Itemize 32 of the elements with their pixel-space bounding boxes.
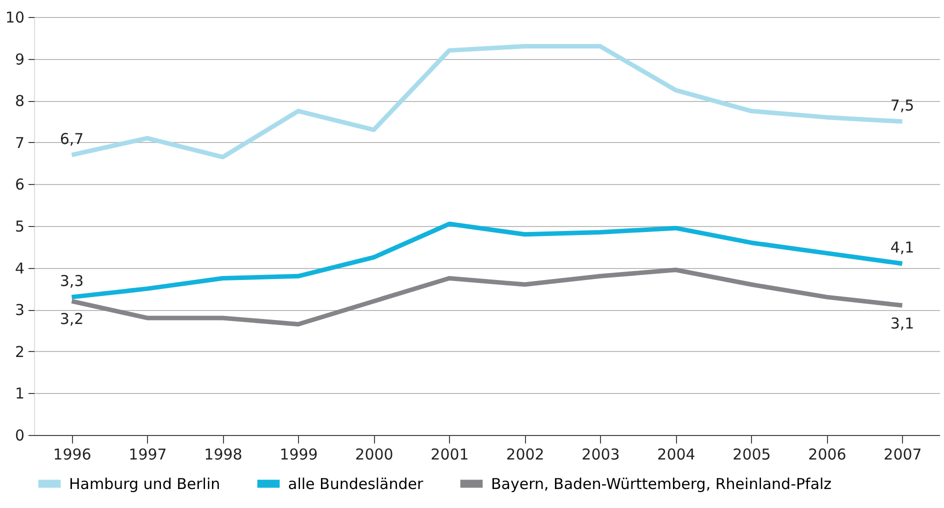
x-tick-label: 1997 [128,446,167,464]
y-tick-label: 2 [14,342,24,361]
legend-label: alle Bundesländer [288,474,424,493]
legend-label: Hamburg und Berlin [69,474,220,493]
x-tick-label: 2000 [355,446,394,464]
x-tick-label: 1998 [204,446,242,464]
y-tick-label: 0 [14,426,24,444]
x-tick-label: 2002 [506,446,544,464]
y-tick-label: 8 [14,92,24,110]
x-tick-label: 2006 [808,446,846,464]
y-tick-label: 3 [14,301,24,320]
data-label: 3,2 [60,310,84,328]
x-tick-label: 2004 [657,446,696,464]
x-tick-label: 1999 [280,446,318,464]
y-tick-label: 5 [14,218,24,236]
data-label: 7,5 [890,96,914,114]
x-tick-label: 2005 [732,446,771,464]
y-tick-label: 9 [14,50,24,68]
y-tick-label: 1 [14,384,24,403]
legend-label: Bayern, Baden-Württemberg, Rheinland-Pfalz [491,474,832,493]
y-tick-label: 10 [5,8,24,26]
data-label: 3,1 [890,314,914,332]
x-tick-label: 1996 [53,446,92,464]
data-label: 6,7 [60,130,84,148]
y-tick-label: 6 [14,176,24,194]
y-tick-label: 4 [14,259,24,278]
x-tick-label: 2003 [582,446,620,464]
data-label: 4,1 [890,238,914,257]
y-tick-label: 7 [14,134,24,152]
data-label: 3,3 [60,272,84,290]
x-tick-label: 2001 [430,446,469,464]
x-tick-label: 2007 [884,446,922,464]
